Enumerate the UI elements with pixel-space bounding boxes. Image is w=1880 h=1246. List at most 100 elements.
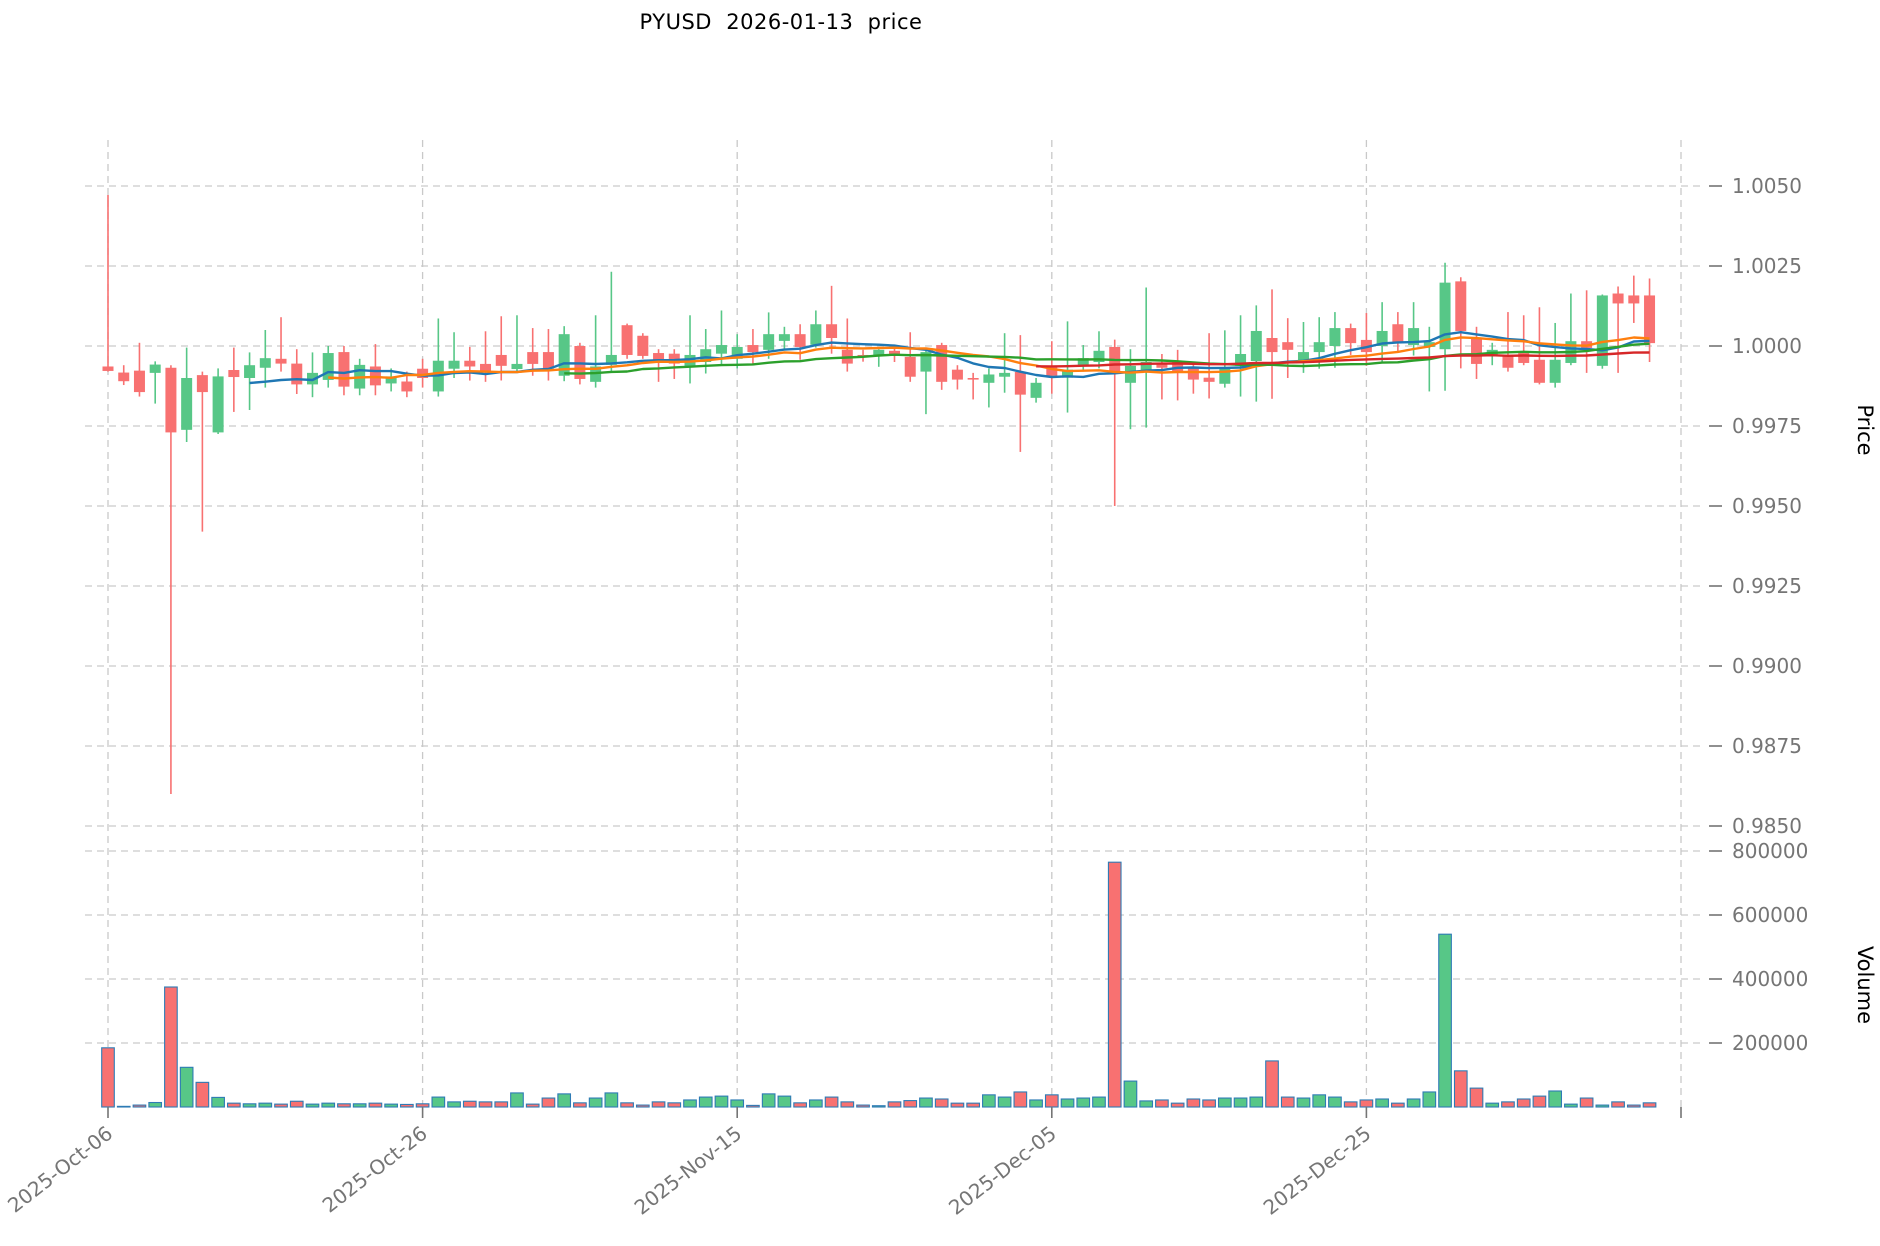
volume-bar bbox=[478, 1101, 493, 1108]
volume-bar bbox=[683, 1099, 697, 1108]
volume-axis: 800000 600000 400000 200000 Volume bbox=[1709, 839, 1877, 1055]
volume-bar bbox=[1642, 1102, 1657, 1108]
candle-body bbox=[1439, 282, 1451, 350]
candle-body bbox=[1187, 367, 1199, 380]
volume-bar bbox=[1391, 1102, 1405, 1108]
volume-bar bbox=[1579, 1097, 1594, 1108]
candle-body bbox=[1502, 354, 1514, 368]
volume-bar bbox=[1155, 1099, 1169, 1108]
volume-bar bbox=[1249, 1096, 1264, 1108]
candle-body bbox=[668, 353, 680, 364]
candle-body bbox=[495, 354, 507, 366]
candle-body bbox=[165, 367, 177, 433]
volume-bar bbox=[1186, 1098, 1201, 1108]
volume-bar bbox=[226, 1102, 241, 1108]
candle-body bbox=[542, 352, 554, 369]
candle-body bbox=[338, 352, 350, 387]
volume-bar bbox=[148, 1101, 163, 1108]
candle-body bbox=[275, 358, 287, 364]
volume-bar bbox=[1328, 1096, 1342, 1108]
date-tick-label: 2025-Dec-25 bbox=[1259, 1121, 1376, 1220]
candle-body bbox=[826, 324, 838, 338]
price-tick-label: 0.9850 bbox=[1732, 814, 1802, 838]
volume-bar bbox=[1611, 1101, 1625, 1108]
volume-bar bbox=[1092, 1096, 1106, 1108]
volume-bar bbox=[101, 1047, 115, 1108]
volume-bar bbox=[793, 1102, 807, 1108]
volume-bar bbox=[1312, 1094, 1327, 1108]
candle-body bbox=[385, 376, 397, 384]
volume-bar bbox=[384, 1103, 398, 1108]
volume-bar bbox=[352, 1103, 367, 1108]
price-tick-label: 0.9975 bbox=[1732, 414, 1802, 438]
candle-body bbox=[480, 363, 492, 371]
candle-body bbox=[1345, 328, 1357, 344]
volume-bar bbox=[1170, 1102, 1185, 1108]
candle-body bbox=[778, 334, 790, 341]
date-tick-label: 2025-Nov-15 bbox=[630, 1121, 747, 1220]
volume-bar bbox=[541, 1097, 556, 1108]
candle-body bbox=[1408, 328, 1420, 346]
volume-bar bbox=[903, 1100, 918, 1108]
volume-bar bbox=[1107, 861, 1122, 1108]
candle-body bbox=[1046, 365, 1058, 376]
volume-bar bbox=[1123, 1080, 1138, 1108]
candle-body bbox=[936, 345, 948, 382]
date-tick-label: 2025-Dec-05 bbox=[944, 1121, 1061, 1220]
volume-bar bbox=[1217, 1097, 1232, 1108]
candle-body bbox=[149, 364, 161, 373]
volume-bar bbox=[1501, 1101, 1515, 1108]
volume-bar bbox=[1485, 1102, 1500, 1108]
candle-body bbox=[763, 334, 775, 350]
candle-body bbox=[1282, 342, 1294, 350]
volume-bar bbox=[934, 1098, 949, 1108]
volume-axis-title: Volume bbox=[1853, 946, 1877, 1024]
volume-bar bbox=[604, 1092, 619, 1108]
candle-body bbox=[999, 372, 1011, 377]
volume-bar bbox=[1280, 1096, 1295, 1108]
volume-bar bbox=[1343, 1101, 1358, 1108]
candle-body bbox=[1156, 363, 1168, 368]
volume-bar bbox=[840, 1101, 855, 1108]
candle-body bbox=[306, 372, 318, 385]
volume-bar bbox=[777, 1095, 792, 1108]
volume-bar bbox=[1029, 1099, 1043, 1108]
volume-bar bbox=[494, 1101, 509, 1108]
candle-body bbox=[621, 325, 633, 355]
volume-bar bbox=[824, 1096, 839, 1108]
volume-bar bbox=[730, 1099, 745, 1108]
price-tick-label: 1.0000 bbox=[1732, 334, 1802, 358]
candle-body bbox=[1518, 353, 1530, 363]
price-tick-label: 0.9875 bbox=[1732, 734, 1802, 758]
volume-bar bbox=[1044, 1094, 1059, 1108]
volume-bar bbox=[1296, 1097, 1311, 1108]
candle-body bbox=[401, 381, 413, 392]
candle-body bbox=[731, 346, 743, 359]
candle-body bbox=[196, 375, 208, 393]
volume-bar bbox=[667, 1102, 682, 1108]
volume-bar bbox=[164, 986, 178, 1108]
candle-body bbox=[1423, 342, 1435, 347]
ma-line-60 bbox=[1036, 351, 1650, 368]
candle-body bbox=[1297, 352, 1309, 362]
volume-bar bbox=[1406, 1098, 1421, 1108]
volume-bar bbox=[1548, 1090, 1563, 1108]
candle-body bbox=[794, 334, 806, 347]
volume-bar bbox=[510, 1092, 524, 1108]
candle-body bbox=[1596, 295, 1608, 366]
candle-body bbox=[1140, 362, 1152, 372]
gridlines bbox=[85, 140, 1705, 1107]
volume-tick-label: 800000 bbox=[1732, 839, 1808, 863]
price-tick-label: 0.9950 bbox=[1732, 494, 1802, 518]
candle-body bbox=[1392, 324, 1404, 343]
candle-body bbox=[1612, 293, 1624, 304]
candle-body bbox=[511, 363, 523, 370]
volume-bar bbox=[1626, 1104, 1641, 1108]
candle-body bbox=[1030, 382, 1042, 398]
volume-bar bbox=[431, 1096, 446, 1108]
date-tick-label: 2025-Oct-06 bbox=[3, 1121, 117, 1217]
price-tick-label: 1.0050 bbox=[1732, 174, 1802, 198]
candle-body bbox=[1313, 342, 1325, 353]
